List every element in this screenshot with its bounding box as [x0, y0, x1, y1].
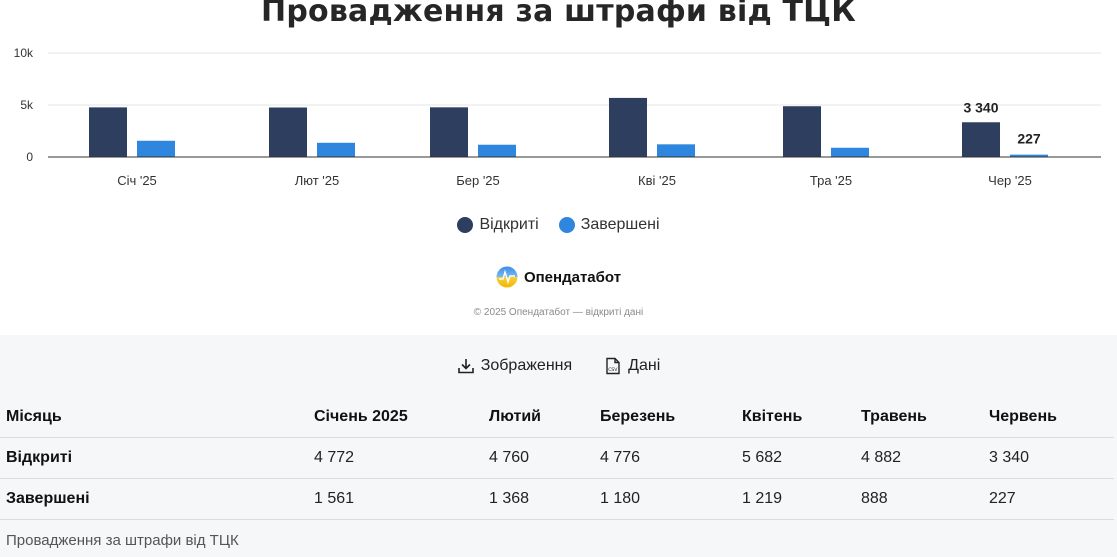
legend-label-open: Відкриті — [479, 216, 539, 233]
brand-name: Опендатабот — [523, 268, 622, 286]
copyright: © 2025 Опендатабот — відкриті дані — [473, 307, 644, 318]
chart-card: 0 5k 10k Січ '25 Лют '25 Бер '25 Кві '25 Тра '2… — [0, 0, 1117, 318]
data-label: 227 — [1017, 131, 1041, 147]
row-header: Відкриті — [0, 437, 308, 479]
column-header: Березень — [594, 397, 736, 438]
svg-text:CSV: CSV — [608, 367, 618, 373]
legend-dot-open — [457, 217, 474, 233]
table-caption: Провадження за штрафи від ТЦК — [6, 532, 239, 549]
data-label: 3 340 — [963, 99, 998, 115]
download-icon — [457, 359, 474, 374]
bar-closed — [317, 142, 355, 157]
bar-closed — [831, 147, 869, 157]
column-header: Квітень — [736, 397, 855, 438]
bar-chart: 0 5k 10k Січ '25 Лют '25 Бер '25 Кві '25 Тра '2… — [14, 46, 1101, 188]
data-table: Місяць Січень 2025 Лютий Березень Квітен… — [0, 397, 1114, 520]
table-header-row: Місяць Січень 2025 Лютий Березень Квітен… — [0, 397, 1114, 438]
download-image-label: Зображення — [480, 357, 573, 374]
bar-open — [609, 97, 647, 157]
download-image-button[interactable]: Зображення — [457, 357, 572, 375]
x-tick-label: Січ '25 — [117, 173, 157, 188]
bar-open — [962, 122, 1000, 157]
x-tick-label: Чер '25 — [988, 173, 1032, 188]
chart-title: Провадження за штрафи від ТЦК — [261, 0, 856, 29]
legend-item-closed[interactable]: Завершені — [558, 216, 660, 234]
export-actions: Зображення CSV Дані — [0, 357, 1117, 375]
table-cell: 888 — [855, 478, 983, 520]
table-cell: 4 760 — [483, 437, 594, 479]
table-row: Відкриті 4 772 4 760 4 776 5 682 4 882 3… — [0, 437, 1114, 479]
table-cell: 4 772 — [308, 437, 483, 479]
table-cell: 5 682 — [736, 437, 855, 479]
y-tick-label: 5k — [20, 98, 34, 112]
x-tick-label: Лют '25 — [295, 173, 340, 188]
legend-label-closed: Завершені — [580, 216, 660, 233]
bar-open — [89, 107, 127, 157]
bar-closed — [137, 140, 175, 157]
legend-dot-closed — [558, 217, 575, 233]
bar-open — [783, 106, 821, 157]
table-cell: 1 368 — [483, 478, 594, 520]
csv-file-icon: CSV — [606, 357, 620, 375]
download-data-label: Дані — [628, 357, 661, 374]
bar-closed — [1010, 154, 1048, 157]
brand: Опендатабот — [0, 266, 1117, 288]
bar-closed — [478, 144, 516, 157]
y-tick-label: 10k — [14, 46, 34, 60]
x-tick-label: Кві '25 — [638, 173, 676, 188]
table-cell: 1 180 — [594, 478, 736, 520]
opendatabot-logo-icon — [496, 266, 518, 288]
bar-closed — [657, 144, 695, 157]
column-header: Місяць — [0, 397, 308, 438]
legend-item-open[interactable]: Відкриті — [457, 216, 539, 234]
data-panel: Зображення CSV Дані Місяць Січень 2025 Л… — [0, 335, 1117, 557]
table-cell: 3 340 — [983, 437, 1114, 479]
column-header: Січень 2025 — [308, 397, 483, 438]
row-header: Завершені — [0, 478, 308, 520]
download-data-button[interactable]: CSV Дані — [604, 357, 660, 375]
table-cell: 4 776 — [594, 437, 736, 479]
bar-open — [269, 107, 307, 157]
x-tick-label: Тра '25 — [810, 173, 852, 188]
table-cell: 1 219 — [736, 478, 855, 520]
chart-legend: Відкриті Завершені — [0, 216, 1117, 234]
y-tick-label: 0 — [26, 150, 33, 164]
table-cell: 1 561 — [308, 478, 483, 520]
column-header: Лютий — [483, 397, 594, 438]
column-header: Травень — [855, 397, 983, 438]
table-row: Завершені 1 561 1 368 1 180 1 219 888 22… — [0, 478, 1114, 520]
bar-open — [430, 107, 468, 157]
column-header: Червень — [983, 397, 1114, 438]
table-cell: 227 — [983, 478, 1114, 520]
x-tick-label: Бер '25 — [456, 173, 500, 188]
table-cell: 4 882 — [855, 437, 983, 479]
